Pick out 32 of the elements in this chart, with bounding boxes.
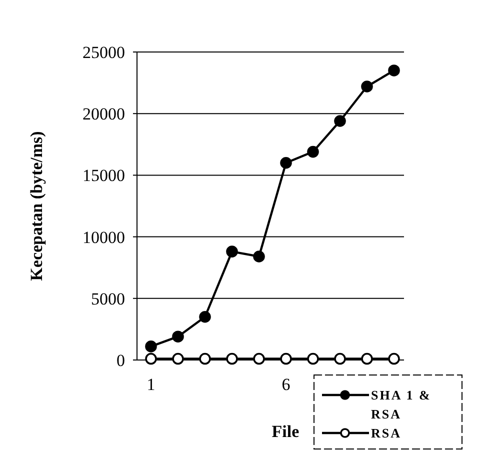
point <box>361 80 373 92</box>
point <box>145 352 157 365</box>
y-tick-label: 5000 <box>91 289 125 308</box>
y-axis-title: Kecepatan (byte/ms) <box>27 131 46 281</box>
y-tick-label: 20000 <box>82 104 125 124</box>
point <box>199 352 211 365</box>
y-tick-label: 15000 <box>82 166 125 186</box>
point <box>307 352 319 365</box>
y-tick-label: 25000 <box>82 42 125 62</box>
legend-label: RSA <box>371 426 402 441</box>
point <box>172 330 184 342</box>
point <box>280 156 292 169</box>
point <box>199 310 211 323</box>
point <box>361 352 373 365</box>
point <box>253 250 265 262</box>
y-tick-label: 10000 <box>82 228 125 247</box>
y-tick-label: 0 <box>116 350 125 370</box>
legend-label: SHA 1 & RSA <box>371 388 432 422</box>
point <box>388 64 400 76</box>
point <box>253 352 265 365</box>
point <box>226 246 238 258</box>
x-tick-label: 6 <box>282 375 290 394</box>
point <box>226 352 238 365</box>
point <box>172 352 184 365</box>
point <box>334 352 346 365</box>
point <box>307 146 319 158</box>
x-tick-label: 1 <box>146 375 156 394</box>
point <box>145 340 157 352</box>
point <box>388 352 400 365</box>
point <box>280 352 292 365</box>
x-axis-title: File <box>272 422 300 441</box>
point <box>334 115 346 127</box>
